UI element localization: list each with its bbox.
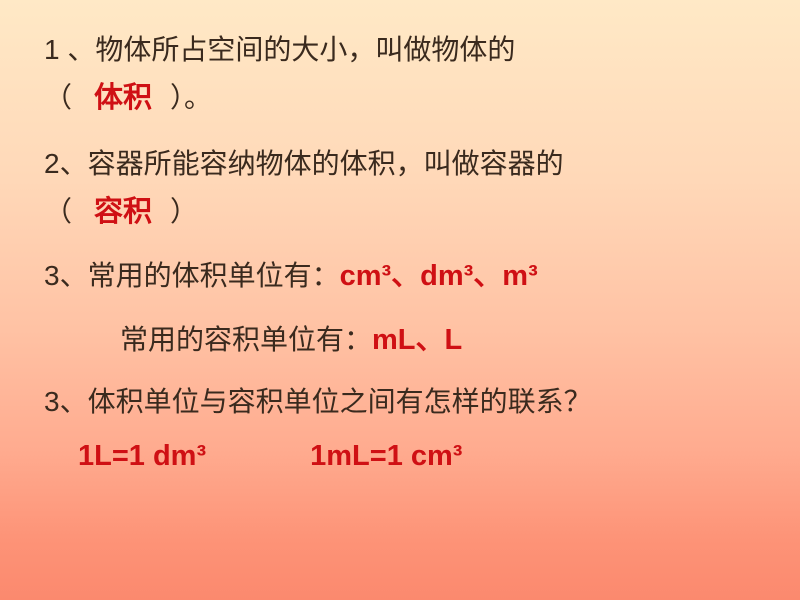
question-2-line2: （ 容积 ） — [44, 188, 772, 230]
q2-text: 2、容器所能容纳物体的体积，叫做容器的 — [44, 142, 564, 182]
q4-eq1: 1L=1 dm³ — [78, 440, 206, 473]
q1-text: 1 、物体所占空间的大小，叫做物体的 — [44, 28, 515, 68]
q3a-answer: cm³、dm³、m³ — [340, 252, 538, 294]
q2-answer: 容积 — [94, 188, 152, 230]
q1-answer: 体积 — [94, 74, 152, 116]
q2-close-paren: ） — [170, 190, 198, 230]
question-1-line1: 1 、物体所占空间的大小，叫做物体的 — [44, 28, 772, 68]
q4-eq2: 1mL=1 cm³ — [310, 440, 462, 473]
q3b-prompt: 常用的容积单位有： — [120, 318, 372, 358]
question-3a: 3、常用的体积单位有： cm³、dm³、m³ — [44, 252, 772, 294]
q2-open-paren: （ — [44, 190, 72, 230]
question-3c: 3、体积单位与容积单位之间有怎样的联系？ — [44, 380, 772, 420]
question-1-line2: （ 体积 ）。 — [44, 74, 772, 116]
q3b-answer: mL、L — [372, 316, 462, 358]
q3a-prompt: 3、常用的体积单位有： — [44, 254, 340, 294]
slide: 1 、物体所占空间的大小，叫做物体的 （ 体积 ）。 2、容器所能容纳物体的体积… — [0, 0, 800, 600]
q3c-prompt: 3、体积单位与容积单位之间有怎样的联系？ — [44, 380, 592, 420]
question-4-equations: 1L=1 dm³ 1mL=1 cm³ — [78, 440, 772, 473]
question-3b: 常用的容积单位有： mL、L — [120, 316, 772, 358]
q1-close-paren: ）。 — [170, 76, 212, 116]
question-2-line1: 2、容器所能容纳物体的体积，叫做容器的 — [44, 142, 772, 182]
q1-open-paren: （ — [44, 76, 72, 116]
